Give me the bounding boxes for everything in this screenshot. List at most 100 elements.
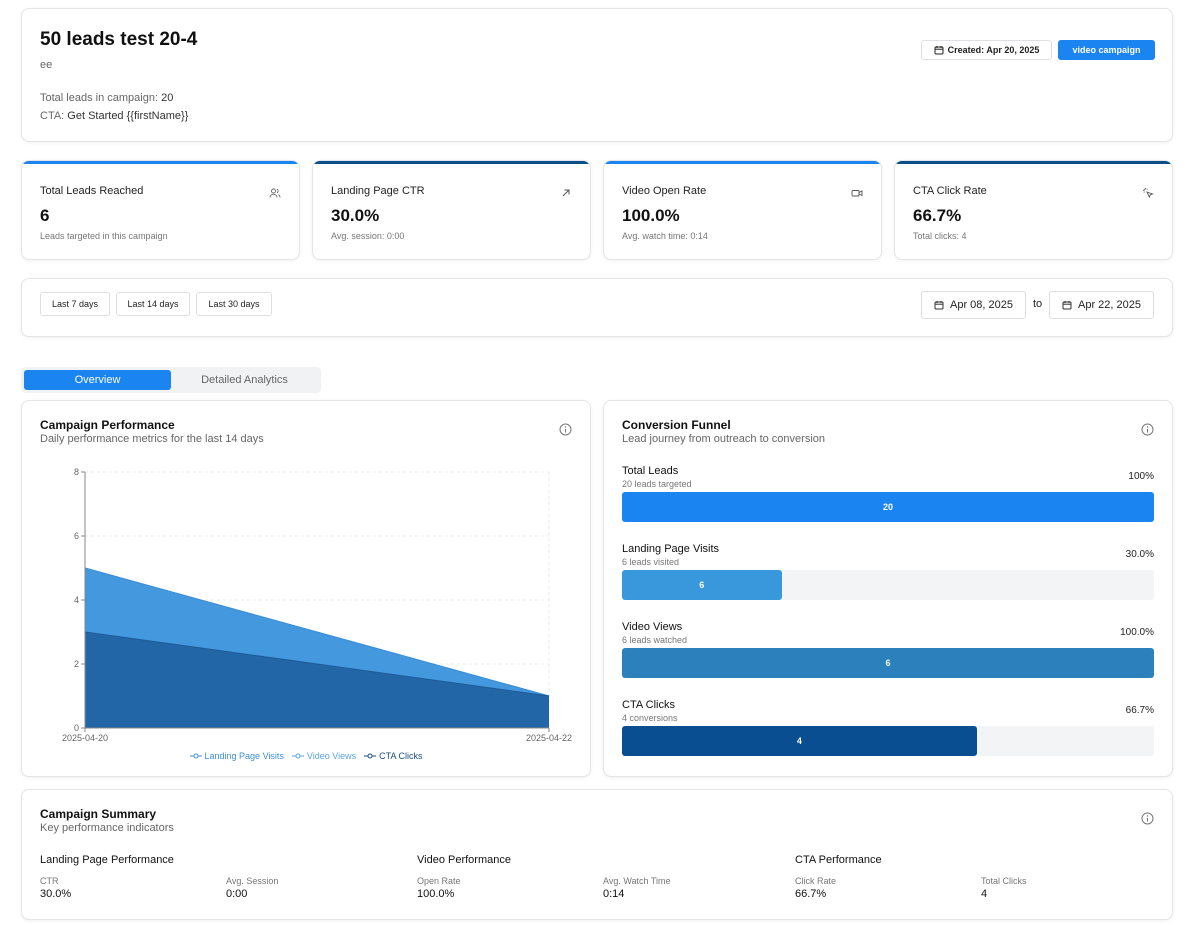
cta-label: CTA: <box>40 110 68 122</box>
funnel-stage-percent: 100% <box>1128 471 1154 482</box>
cta-value: Get Started {{firstName}} <box>67 110 189 122</box>
stat-value: 30.0% <box>331 206 380 225</box>
y-tick-label: 4 <box>74 595 79 605</box>
y-tick-label: 6 <box>74 531 79 541</box>
start-date-value: Apr 08, 2025 <box>950 299 1013 311</box>
total-leads-value: 20 <box>161 92 174 104</box>
funnel-stage-percent: 100.0% <box>1120 627 1154 638</box>
legend-item[interactable]: CTA Clicks <box>364 751 422 761</box>
y-tick-label: 8 <box>74 467 79 477</box>
legend-line-marker-icon <box>291 753 304 759</box>
campaign-header-card: 50 leads test 20-4 ee Total leads in cam… <box>21 8 1173 142</box>
area-cta-clicks <box>85 632 549 728</box>
range-last-30-days-button[interactable]: Last 30 days <box>196 292 272 316</box>
total-leads-line: Total leads in campaign: 20 <box>40 92 173 104</box>
summary-metric-value: 66.7% <box>795 888 827 900</box>
legend-label: Landing Page Visits <box>204 751 284 761</box>
tab-detailed-analytics[interactable]: Detailed Analytics <box>201 374 288 386</box>
cta-line: CTA: Get Started {{firstName}} <box>40 110 188 122</box>
summary-metric-value: 0:14 <box>603 888 625 900</box>
funnel-stage-percent: 30.0% <box>1125 549 1154 560</box>
funnel-stage-subtext: 4 conversions <box>622 713 678 723</box>
summary-metric-value: 100.0% <box>417 888 455 900</box>
arrow-up-right-icon <box>562 189 570 197</box>
calendar-icon <box>1062 301 1072 310</box>
legend-item[interactable]: Landing Page Visits <box>189 751 284 761</box>
stat-label: Video Open Rate <box>622 185 707 197</box>
stat-card-accent <box>895 161 1172 164</box>
stat-label: Total Leads Reached <box>40 185 144 197</box>
summary-metric-label: CTR <box>40 876 59 886</box>
stat-card-accent <box>604 161 881 164</box>
campaign-type-badge: video campaign <box>1058 40 1155 60</box>
range-last-14-days-button[interactable]: Last 14 days <box>116 292 190 316</box>
campaign-description: ee <box>40 59 53 71</box>
performance-area-chart: 0 2 4 6 8 2025-04-20 2025-04-22 <box>62 467 572 743</box>
summary-group-title: Landing Page Performance <box>40 854 174 866</box>
funnel-stage-subtext: 6 leads visited <box>622 557 680 567</box>
summary-metric-label: Open Rate <box>417 876 461 886</box>
conversion-funnel-card: Conversion Funnel Lead journey from outr… <box>603 400 1173 777</box>
performance-subtitle: Daily performance metrics for the last 1… <box>40 433 264 445</box>
legend-line-marker-icon <box>189 753 202 759</box>
stat-card-accent <box>22 161 299 164</box>
stat-label: CTA Click Rate <box>913 185 987 197</box>
summary-title: Campaign Summary <box>40 807 157 821</box>
summary-metric-label: Avg. Watch Time <box>603 876 671 886</box>
stat-subtext: Avg. session: 0:00 <box>331 231 405 241</box>
end-date-picker[interactable]: Apr 22, 2025 <box>1049 291 1154 319</box>
funnel-stage-percent: 66.7% <box>1125 705 1154 716</box>
performance-title: Campaign Performance <box>40 418 175 432</box>
campaign-performance-card: Campaign Performance Daily performance m… <box>21 400 591 777</box>
created-date-badge: Created: Apr 20, 2025 <box>921 40 1052 60</box>
stat-card-video-open-rate: Video Open Rate 100.0% Avg. watch time: … <box>603 160 882 260</box>
funnel-bar: 4 <box>622 726 977 756</box>
info-icon[interactable] <box>1141 812 1154 825</box>
stat-value: 66.7% <box>913 206 962 225</box>
stat-card-cta-click-rate: CTA Click Rate 66.7% Total clicks: 4 <box>894 160 1173 260</box>
funnel-stage-label: Landing Page Visits <box>622 543 720 555</box>
calendar-icon <box>934 301 944 310</box>
chart-legend: Landing Page Visits Video Views CTA Clicks <box>22 751 590 761</box>
calendar-icon <box>934 46 944 55</box>
created-date-text: Created: Apr 20, 2025 <box>947 45 1040 55</box>
start-date-picker[interactable]: Apr 08, 2025 <box>921 291 1026 319</box>
summary-metric-value: 0:00 <box>226 888 248 900</box>
summary-group-title: CTA Performance <box>795 854 882 866</box>
users-icon <box>269 188 281 198</box>
info-icon[interactable] <box>1141 423 1154 436</box>
stat-value: 6 <box>40 206 50 225</box>
funnel-bar-track: 6 <box>622 648 1154 678</box>
video-icon <box>851 190 863 197</box>
funnel-stage-subtext: 6 leads watched <box>622 635 688 645</box>
tab-overview[interactable]: Overview <box>24 370 171 390</box>
area-cta-clicks-line <box>84 631 550 697</box>
campaign-summary-card: Campaign Summary Key performance indicat… <box>21 789 1173 920</box>
x-tick-label: 2025-04-22 <box>526 733 572 743</box>
date-range-to-label: to <box>1033 298 1043 310</box>
range-last-7-days-button[interactable]: Last 7 days <box>40 292 110 316</box>
stat-subtext: Avg. watch time: 0:14 <box>622 231 708 241</box>
stat-subtext: Total clicks: 4 <box>913 231 967 241</box>
summary-subtitle: Key performance indicators <box>40 822 174 834</box>
funnel-stage-label: Total Leads <box>622 465 679 477</box>
summary-metric-value: 30.0% <box>40 888 72 900</box>
legend-item[interactable]: Video Views <box>291 751 357 761</box>
funnel-stage-label: CTA Clicks <box>622 699 675 711</box>
end-date-value: Apr 22, 2025 <box>1078 299 1141 311</box>
area-video-views-line <box>84 567 550 697</box>
stat-label: Landing Page CTR <box>331 185 425 197</box>
total-leads-label: Total leads in campaign: <box>40 92 162 104</box>
info-icon[interactable] <box>559 423 572 436</box>
date-filter-card: Last 7 days Last 14 days Last 30 days Ap… <box>21 278 1173 337</box>
funnel-bar: 6 <box>622 570 782 600</box>
funnel-stage-label: Video Views <box>622 621 683 633</box>
funnel-stage-subtext: 20 leads targeted <box>622 479 692 489</box>
pointer-click-icon <box>1143 188 1154 199</box>
x-tick-label: 2025-04-20 <box>62 733 108 743</box>
funnel-bar: 6 <box>622 648 1154 678</box>
y-tick-label: 0 <box>74 723 79 733</box>
legend-label: Video Views <box>306 751 357 761</box>
stat-card-total-leads: Total Leads Reached 6 Leads targeted in … <box>21 160 300 260</box>
y-tick-label: 2 <box>74 659 79 669</box>
